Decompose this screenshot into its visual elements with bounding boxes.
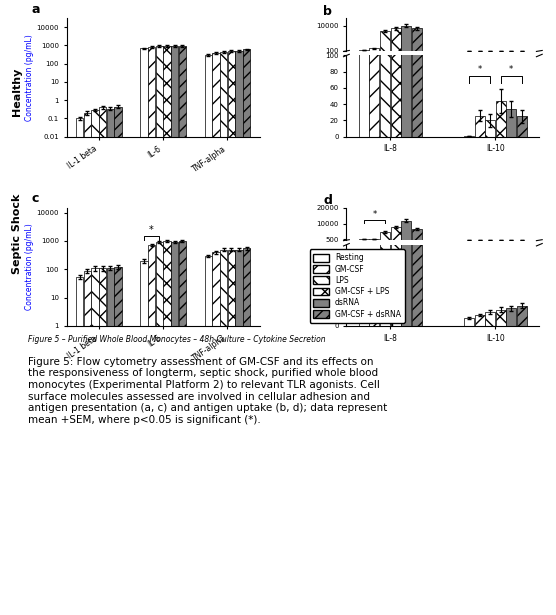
Bar (380, 0, 390, 137)
Bar (411, 0, 421, 137)
Text: *: * (373, 210, 376, 220)
Bar (163, 241, 171, 615)
Bar (370, 0, 380, 137)
Bar (401, 0, 411, 137)
Text: a: a (32, 2, 41, 15)
Bar (517, 116, 527, 137)
Text: Healthy: Healthy (12, 68, 22, 116)
Bar (401, 221, 411, 240)
Text: c: c (32, 192, 39, 205)
Bar (156, 46, 163, 615)
Bar (370, 239, 380, 240)
Bar (107, 268, 114, 615)
Text: Septic Shock: Septic Shock (12, 194, 22, 274)
Bar (411, 229, 421, 240)
Y-axis label: Concentration (pg/mL): Concentration (pg/mL) (25, 223, 34, 310)
Bar (380, 232, 390, 240)
Bar (99, 108, 106, 615)
Bar (390, 28, 400, 51)
Bar (115, 267, 122, 615)
Bar (390, 227, 400, 240)
Bar (83, 271, 91, 615)
Bar (243, 248, 250, 615)
Bar (411, 0, 421, 326)
Bar (148, 47, 155, 615)
Bar (227, 250, 235, 615)
Text: Figure 5: Flow cytometry assessment of GM-CSF and its effects on
the responsiven: Figure 5: Flow cytometry assessment of G… (28, 357, 387, 425)
Bar (359, 239, 369, 240)
Bar (179, 46, 186, 615)
Bar (91, 109, 98, 615)
Bar (227, 51, 235, 615)
Bar (212, 53, 220, 615)
Bar (411, 28, 421, 51)
Bar (370, 258, 380, 326)
Bar (107, 108, 114, 615)
Bar (220, 250, 227, 615)
Bar (140, 261, 147, 615)
Bar (380, 31, 390, 51)
Bar (517, 306, 527, 326)
Bar (507, 109, 517, 137)
Bar (390, 0, 400, 137)
Bar (401, 26, 411, 51)
Text: b: b (323, 4, 332, 18)
Bar (163, 46, 171, 615)
Bar (235, 250, 243, 615)
Bar (475, 116, 485, 137)
Text: *: * (478, 65, 482, 74)
Bar (205, 256, 212, 615)
Bar (475, 315, 485, 326)
Bar (179, 241, 186, 615)
Text: Figure 5 – Purified Whole Blood Monocytes – 48h Culture – Cytokine Secretion: Figure 5 – Purified Whole Blood Monocyte… (28, 335, 325, 344)
Text: *: * (149, 225, 154, 235)
Bar (359, 258, 369, 326)
Bar (76, 277, 83, 615)
Bar (496, 310, 506, 326)
Bar (496, 101, 506, 137)
Bar (91, 268, 98, 615)
Bar (220, 52, 227, 615)
Y-axis label: Concentration (pg/mL): Concentration (pg/mL) (25, 34, 34, 121)
Bar (212, 252, 220, 615)
Bar (148, 245, 155, 615)
Bar (464, 318, 474, 326)
Text: d: d (323, 194, 332, 207)
Bar (485, 312, 495, 326)
Legend: Resting, GM-CSF, LPS, GM-CSF + LPS, dsRNA, GM-CSF + dsRNA: Resting, GM-CSF, LPS, GM-CSF + LPS, dsRN… (310, 250, 405, 322)
Bar (115, 106, 122, 615)
Bar (156, 242, 163, 615)
Text: *: * (509, 65, 513, 74)
Bar (380, 0, 390, 326)
Bar (401, 0, 411, 326)
Bar (485, 121, 495, 137)
Bar (370, 49, 380, 51)
Bar (390, 0, 400, 326)
Bar (235, 51, 243, 615)
Bar (359, 0, 369, 137)
Bar (171, 46, 178, 615)
Bar (99, 268, 106, 615)
Bar (359, 50, 369, 51)
Bar (76, 119, 83, 615)
Bar (171, 242, 178, 615)
Bar (140, 48, 147, 615)
Bar (83, 113, 91, 615)
Bar (243, 49, 250, 615)
Bar (205, 55, 212, 615)
Bar (507, 308, 517, 326)
